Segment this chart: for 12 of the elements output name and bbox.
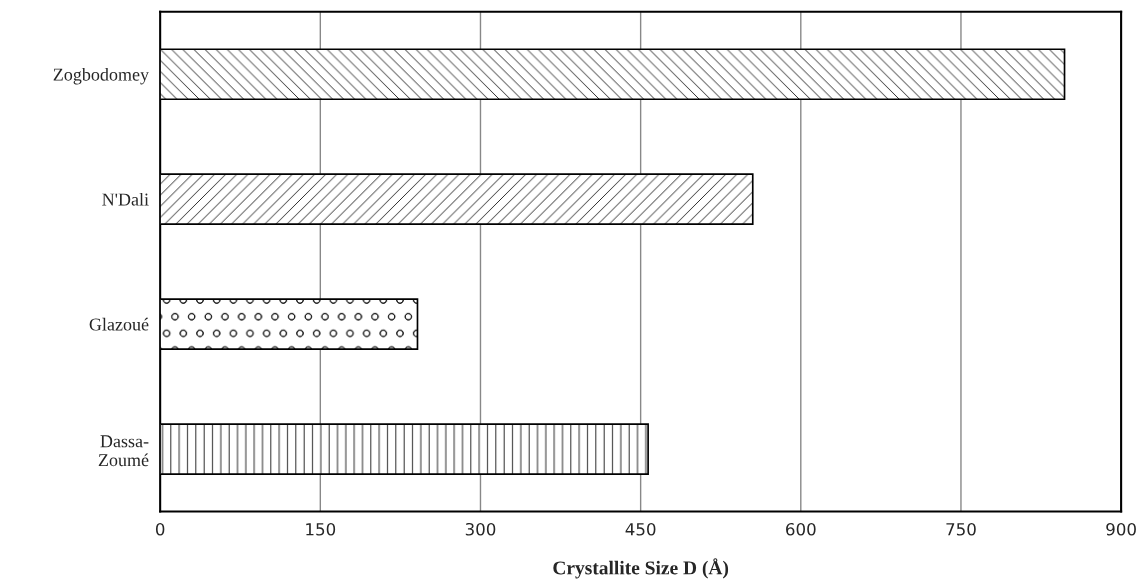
y-tick-label: Dassa- Zoumé: [98, 435, 149, 467]
x-tick-label: 450: [625, 522, 656, 536]
x-tick-label: 750: [946, 522, 976, 536]
x-tick-label: 600: [786, 522, 816, 536]
x-tick-label: 0: [155, 522, 165, 536]
y-tick-label: Zogbodomey: [53, 67, 149, 85]
x-tick-label: 150: [306, 522, 336, 536]
x-tick-label: 900: [1106, 522, 1136, 536]
x-tick-label: 300: [465, 522, 496, 536]
y-tick-label: N'Dali: [102, 192, 149, 206]
x-axis-title: Crystallite Size D (Å): [553, 558, 729, 579]
y-tick-label: Glazoué: [89, 317, 149, 331]
